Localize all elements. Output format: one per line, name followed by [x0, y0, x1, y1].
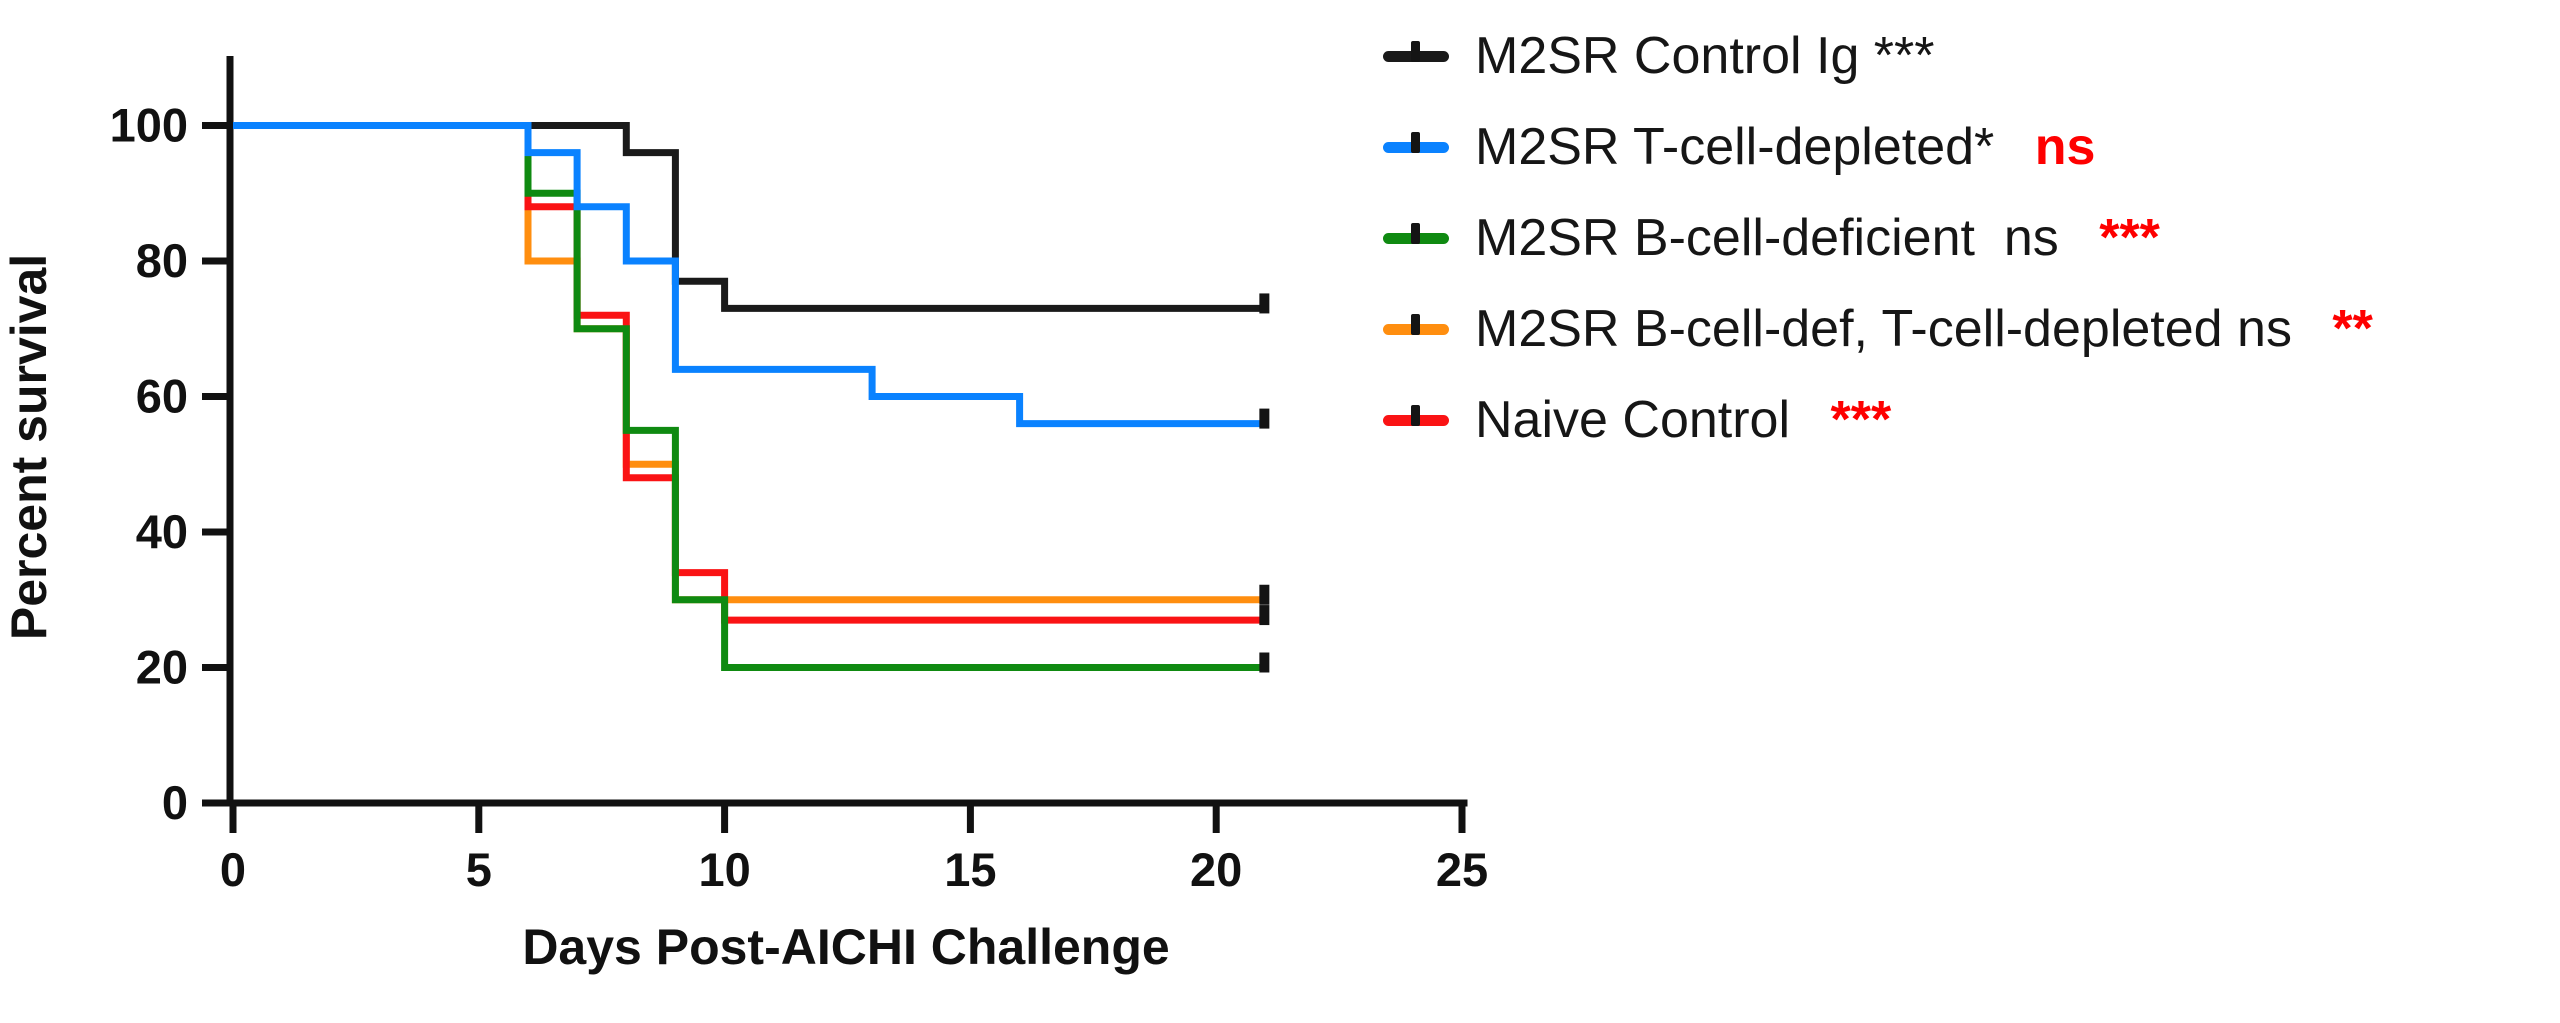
censor-tick-icon: [1411, 222, 1420, 244]
x-tick-label: 10: [698, 843, 750, 896]
km-line-marker-icon: [1383, 313, 1449, 344]
legend-significance: ***: [2084, 208, 2160, 267]
legend-significance: ***: [1816, 390, 1892, 449]
km-line-marker-icon: [1383, 222, 1449, 253]
y-tick-label: 60: [136, 370, 188, 423]
x-tick-label: 5: [466, 843, 492, 896]
y-tick: [202, 664, 230, 671]
x-tick: [229, 803, 237, 833]
censor-tick-icon: [1411, 131, 1420, 153]
legend-label: M2SR B-cell-deficient ns: [1475, 208, 2059, 267]
series-m2sr-b-cell-def-t-cell-depleted: [233, 122, 1266, 604]
series-m2sr-control-ig: [233, 122, 1266, 312]
censor-tick-icon: [1411, 404, 1420, 426]
x-tick-label: 0: [220, 843, 246, 896]
km-line-marker-icon: [1383, 40, 1449, 71]
km-line-marker-icon: [1383, 131, 1449, 162]
legend-row: Naive Control ***: [1383, 374, 2373, 465]
x-axis: [226, 799, 1468, 807]
legend-label: M2SR Control Ig ***: [1475, 26, 1935, 85]
legend-label: Naive Control: [1475, 390, 1791, 449]
y-tick-label: 20: [136, 641, 188, 694]
censor-tick-icon: [1411, 40, 1420, 62]
legend-significance: **: [2317, 299, 2373, 358]
x-tick-label: 25: [1436, 843, 1488, 896]
series-m2sr-b-cell-deficient: [233, 122, 1266, 671]
legend-row: M2SR B-cell-deficient ns ***: [1383, 192, 2373, 283]
y-tick: [202, 393, 230, 400]
x-axis-title: Days Post-AICHI Challenge: [522, 919, 1169, 975]
censor-mark-naive-control: [1259, 605, 1270, 626]
km-line-marker-icon: [1383, 404, 1449, 435]
legend-row: M2SR Control Ig ***: [1383, 10, 2373, 101]
x-tick: [721, 803, 729, 833]
x-tick-label: 15: [944, 843, 996, 896]
y-tick-label: 100: [110, 99, 188, 152]
y-tick: [202, 528, 230, 536]
y-tick: [202, 257, 230, 265]
y-axis: [226, 56, 234, 806]
legend-row: M2SR T-cell-depleted* ns: [1383, 101, 2373, 192]
legend-label: M2SR B-cell-def, T-cell-depleted ns: [1475, 299, 2292, 358]
y-tick-label: 0: [162, 776, 188, 829]
censor-mark-m2sr-b-cell-def-t-cell-depleted: [1259, 584, 1270, 605]
x-tick: [475, 803, 483, 833]
series-m2sr-t-cell-depleted: [233, 122, 1266, 428]
y-tick-label: 80: [136, 234, 188, 287]
censor-mark-m2sr-b-cell-deficient: [1259, 652, 1270, 673]
x-tick: [1458, 803, 1466, 833]
legend-significance: ns: [2020, 117, 2096, 176]
y-tick: [202, 799, 230, 807]
legend-row: M2SR B-cell-def, T-cell-depleted ns **: [1383, 283, 2373, 374]
y-axis-title: Percent survival: [1, 254, 57, 640]
x-tick: [966, 803, 974, 833]
censor-tick-icon: [1411, 313, 1420, 335]
censor-mark-m2sr-control-ig: [1259, 293, 1270, 314]
censor-mark-m2sr-t-cell-depleted: [1259, 408, 1270, 429]
y-tick: [202, 122, 230, 129]
x-tick-label: 20: [1190, 843, 1242, 896]
legend-label: M2SR T-cell-depleted*: [1475, 117, 1995, 176]
y-tick-label: 40: [136, 505, 188, 558]
legend: M2SR Control Ig *** M2SR T-cell-depleted…: [1383, 10, 2373, 465]
x-tick: [1212, 803, 1220, 833]
